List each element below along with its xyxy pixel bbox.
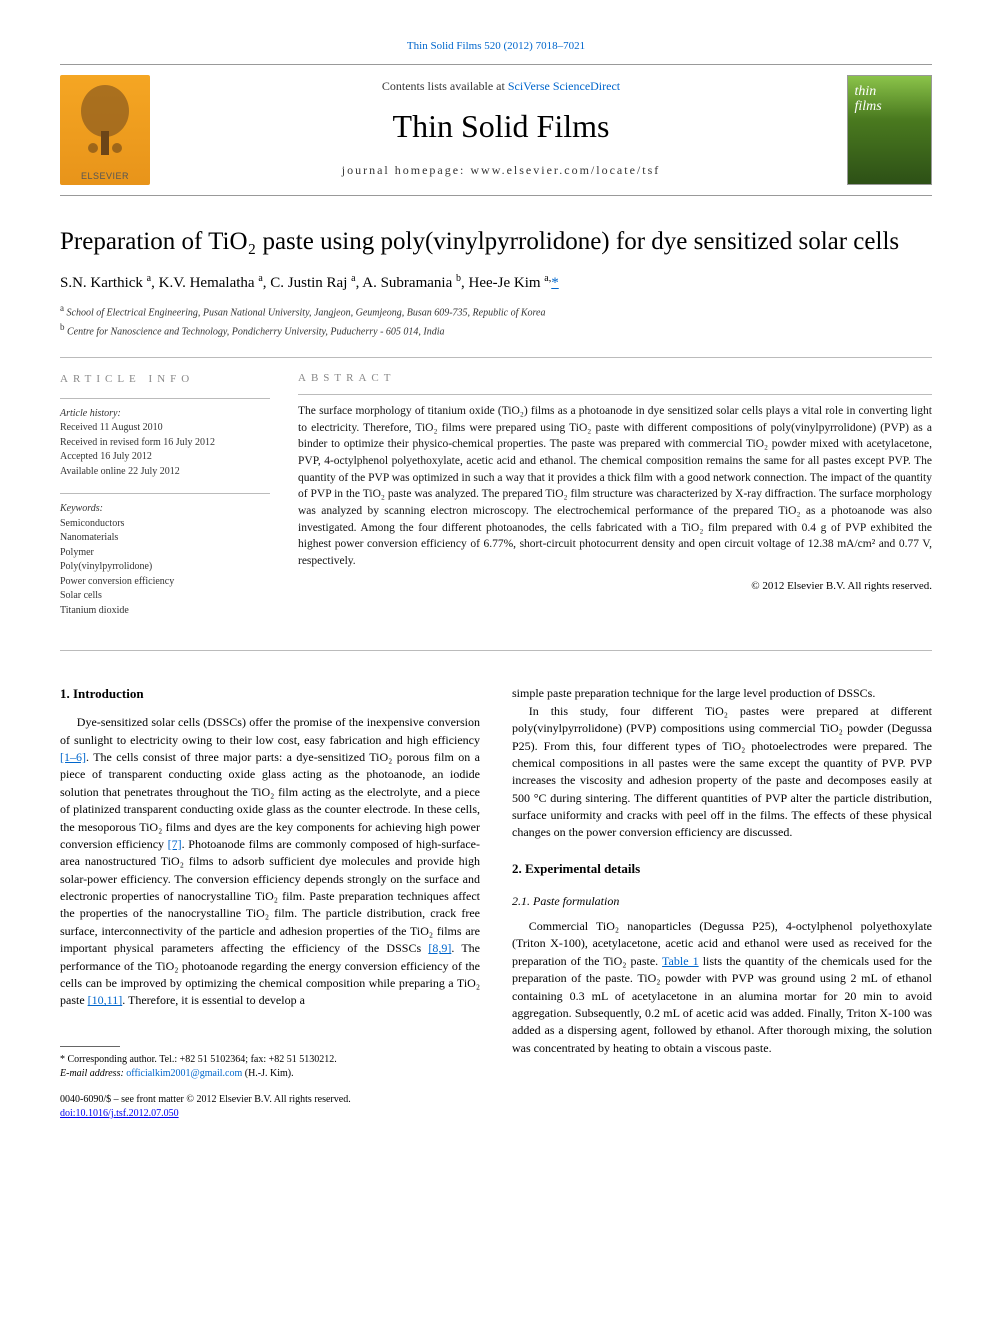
abstract-copyright: © 2012 Elsevier B.V. All rights reserved…: [298, 580, 932, 592]
article-info-column: ARTICLE INFO Article history: Received 1…: [60, 372, 270, 632]
keyword-4: Poly(vinylpyrrolidone): [60, 560, 270, 575]
section-2-1-heading: 2.1. Paste formulation: [512, 893, 932, 910]
ref-link-7[interactable]: [7]: [168, 837, 182, 851]
cover-text-1: thin: [855, 84, 925, 99]
doi-block: 0040-6090/$ – see front matter © 2012 El…: [60, 1093, 480, 1121]
journal-cover: thin films: [832, 65, 932, 195]
affiliation-1: School of Electrical Engineering, Pusan …: [67, 308, 546, 319]
history-online: Available online 22 July 2012: [60, 465, 270, 480]
doi-link[interactable]: doi:10.1016/j.tsf.2012.07.050: [60, 1108, 179, 1119]
history-accepted: Accepted 16 July 2012: [60, 450, 270, 465]
ref-link-10-11[interactable]: [10,11]: [88, 993, 123, 1007]
history-label: Article history:: [60, 407, 270, 422]
publisher-logo: [60, 65, 170, 195]
journal-title: Thin Solid Films: [170, 108, 832, 145]
article-info-heading: ARTICLE INFO: [60, 372, 270, 388]
history-revised: Received in revised form 16 July 2012: [60, 436, 270, 451]
article-title: Preparation of TiO₂ paste using poly(vin…: [60, 226, 932, 257]
corr-author-contact: * Corresponding author. Tel.: +82 51 510…: [60, 1053, 480, 1067]
aff-marker-a: a: [60, 303, 64, 313]
affiliation-2: Centre for Nanoscience and Technology, P…: [67, 326, 445, 337]
keyword-6: Solar cells: [60, 589, 270, 604]
citation-link[interactable]: Thin Solid Films 520 (2012) 7018–7021: [60, 40, 932, 52]
table-1-link[interactable]: Table 1: [662, 954, 699, 968]
intro-paragraph-2: In this study, four different TiO₂ paste…: [512, 703, 932, 842]
journal-homepage-text: journal homepage: www.elsevier.com/locat…: [170, 163, 832, 178]
email-suffix: (H.-J. Kim).: [242, 1068, 293, 1079]
experimental-paragraph-1: Commercial TiO₂ nanoparticles (Degussa P…: [512, 918, 932, 1057]
contents-prefix: Contents lists available at: [382, 79, 508, 93]
contents-available-text: Contents lists available at SciVerse Sci…: [170, 79, 832, 94]
article-body: 1. Introduction Dye-sensitized solar cel…: [60, 685, 932, 1120]
corr-email-link[interactable]: officialkim2001@gmail.com: [126, 1068, 242, 1079]
keyword-2: Nanomaterials: [60, 531, 270, 546]
front-matter-text: 0040-6090/$ – see front matter © 2012 El…: [60, 1093, 480, 1107]
author-list: S.N. Karthick a, K.V. Hemalatha a, C. Ju…: [60, 273, 932, 292]
elsevier-logo-icon: [60, 75, 150, 185]
intro-paragraph-1: Dye-sensitized solar cells (DSSCs) offer…: [60, 714, 480, 1010]
section-1-heading: 1. Introduction: [60, 685, 480, 704]
cover-text-2: films: [855, 99, 925, 114]
sciencedirect-link[interactable]: SciVerse ScienceDirect: [508, 79, 620, 93]
divider: [60, 650, 932, 651]
intro-paragraph-1-cont: simple paste preparation technique for t…: [512, 685, 932, 702]
abstract-column: ABSTRACT The surface morphology of titan…: [298, 372, 932, 632]
corresponding-author-link[interactable]: *: [551, 275, 559, 291]
keyword-1: Semiconductors: [60, 517, 270, 532]
abstract-heading: ABSTRACT: [298, 372, 932, 384]
aff-marker-b: b: [60, 322, 65, 332]
email-label: E-mail address:: [60, 1068, 126, 1079]
ref-link-8-9[interactable]: [8,9]: [428, 941, 451, 955]
keyword-5: Power conversion efficiency: [60, 575, 270, 590]
keyword-7: Titanium dioxide: [60, 604, 270, 619]
journal-header: Contents lists available at SciVerse Sci…: [60, 64, 932, 196]
keyword-3: Polymer: [60, 546, 270, 561]
keywords-label: Keywords:: [60, 502, 270, 517]
affiliations: a School of Electrical Engineering, Pusa…: [60, 302, 932, 339]
section-2-heading: 2. Experimental details: [512, 860, 932, 879]
corresponding-author-footer: * Corresponding author. Tel.: +82 51 510…: [60, 1038, 480, 1081]
abstract-text: The surface morphology of titanium oxide…: [298, 403, 932, 570]
ref-link-1-6[interactable]: [1–6]: [60, 750, 86, 764]
history-received: Received 11 August 2010: [60, 421, 270, 436]
